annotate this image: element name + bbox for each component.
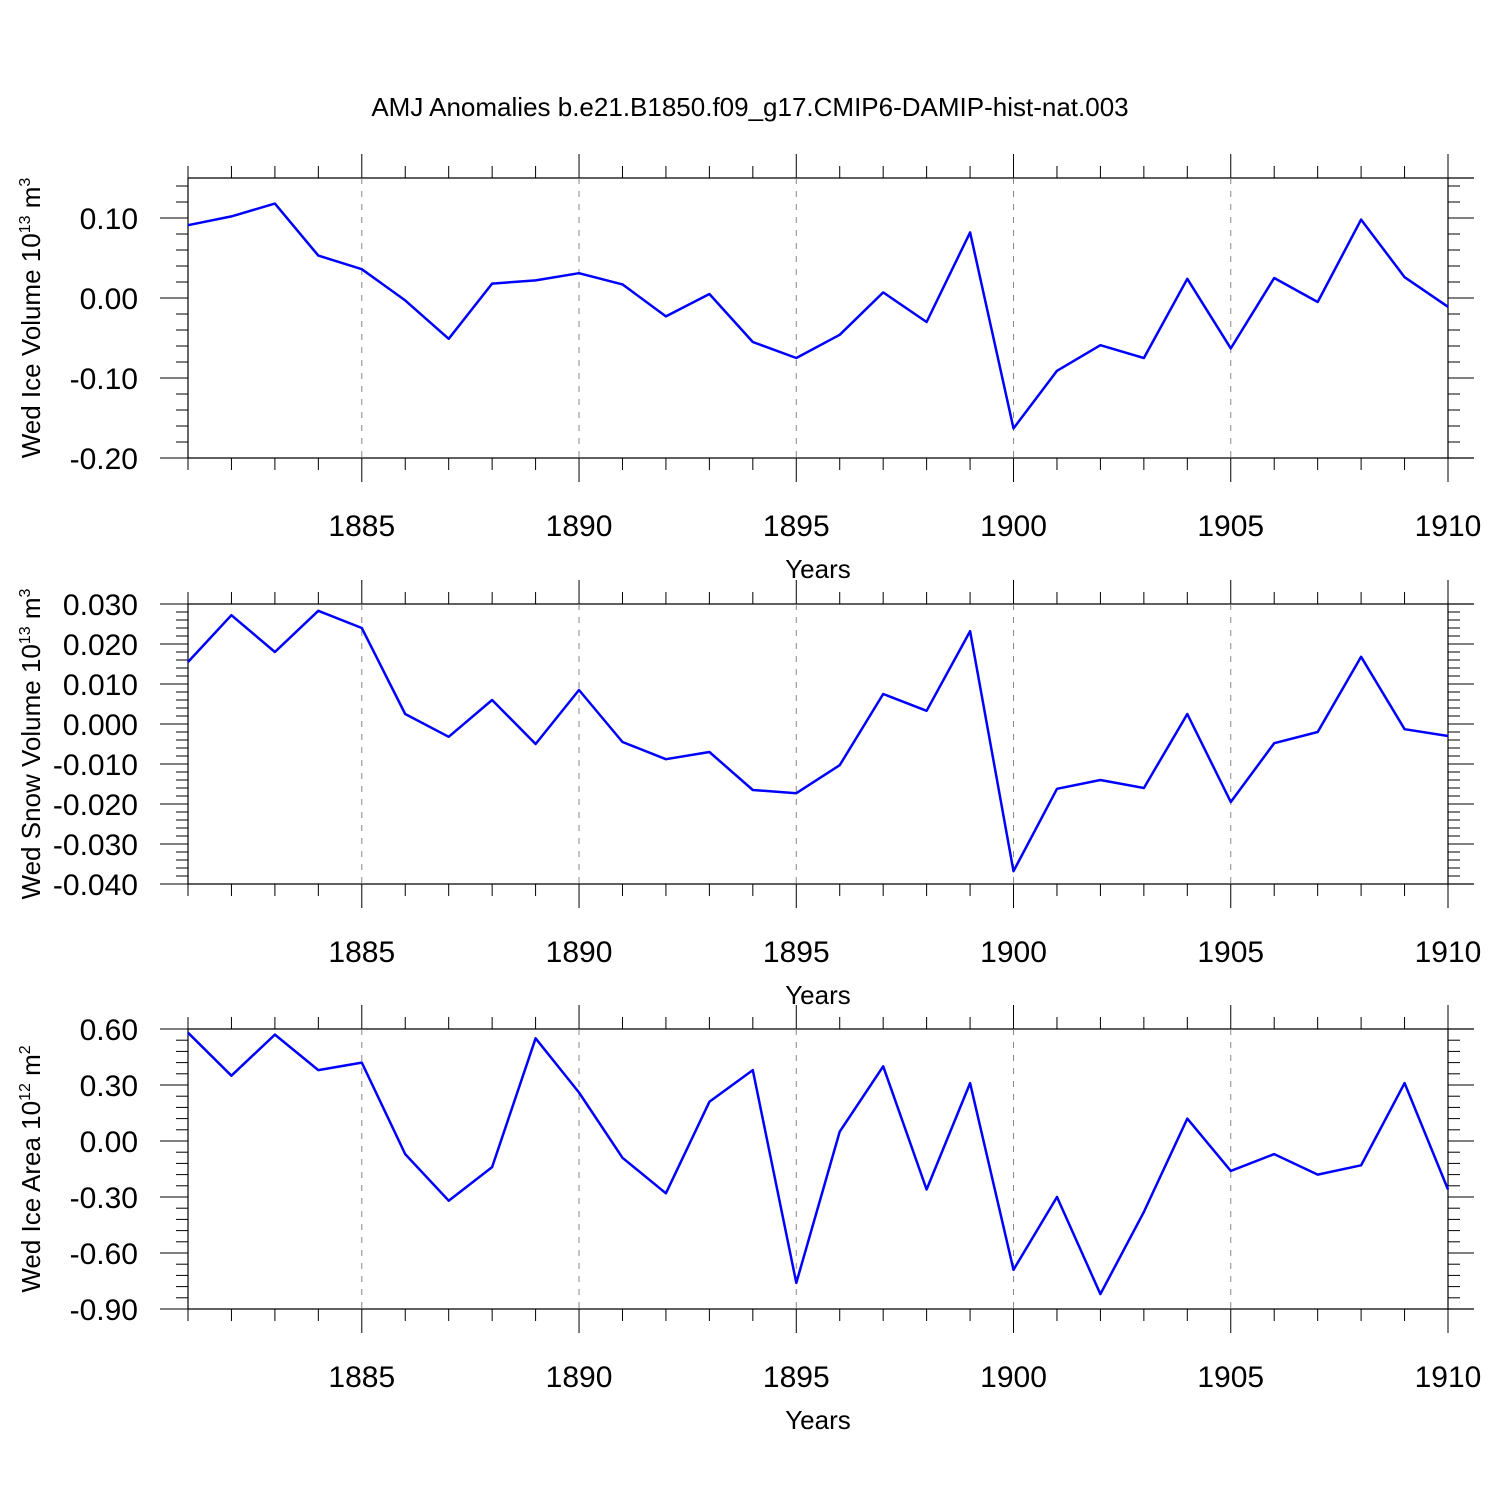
series-line [187, 609, 1449, 873]
y-tick-label: -0.90 [70, 1294, 138, 1327]
x-tick-label: 1885 [328, 1361, 395, 1394]
y-tick-label: -0.30 [70, 1182, 138, 1215]
x-tick-label: 1890 [546, 1361, 613, 1394]
series-line [187, 202, 1449, 430]
y-tick-label: 0.030 [63, 589, 138, 622]
x-tick-label: 1910 [1415, 510, 1482, 543]
x-tick-label: 1905 [1197, 936, 1264, 969]
y-axis-label: Wed Ice Area 1012 m2 [16, 1045, 46, 1292]
y-tick-label: 0.000 [63, 709, 138, 742]
x-tick-label: 1895 [763, 510, 830, 543]
y-tick-label: 0.10 [80, 203, 138, 236]
x-tick-label: 1910 [1415, 936, 1482, 969]
x-axis-label: Years [785, 554, 851, 584]
x-tick-label: 1900 [980, 510, 1047, 543]
x-tick-label: 1900 [980, 936, 1047, 969]
y-tick-label: -0.030 [53, 829, 138, 862]
y-tick-label: 0.30 [80, 1070, 138, 1103]
x-axis-label: Years [785, 1405, 851, 1435]
x-tick-label: 1890 [546, 936, 613, 969]
x-tick-label: 1885 [328, 510, 395, 543]
y-tick-label: -0.60 [70, 1238, 138, 1271]
x-axis-label: Years [785, 980, 851, 1010]
x-tick-label: 1895 [763, 936, 830, 969]
panel-3: -0.90 -0.60 -0.30 0.00 0.30 0.60 1885 1890 1895 1… [16, 1005, 1481, 1435]
y-tick-label: 0.00 [80, 283, 138, 316]
panel-2: -0.040 -0.030 -0.020 -0.010 0.000 0.010 0.020 0… [16, 580, 1481, 1010]
x-tick-label: 1885 [328, 936, 395, 969]
panel-1: -0.20 -0.10 0.00 0.10 1885 1890 1895 1900 1905 19… [16, 154, 1481, 584]
y-tick-label: 0.00 [80, 1126, 138, 1159]
series-line [187, 1031, 1450, 1296]
y-tick-label: -0.20 [70, 443, 138, 476]
y-tick-label: -0.040 [53, 869, 138, 902]
y-tick-label: -0.10 [70, 363, 138, 396]
chart-panels: -0.20 -0.10 0.00 0.10 1885 1890 1895 1900 1905 19… [16, 154, 1481, 1435]
chart-title: AMJ Anomalies b.e21.B1850.f09_g17.CMIP6-… [371, 92, 1128, 122]
x-tick-label: 1905 [1197, 1361, 1264, 1394]
y-axis-label: Wed Snow Volume 1013 m3 [16, 588, 46, 899]
y-tick-label: -0.020 [53, 789, 138, 822]
y-axis-label: Wed Ice Volume 1013 m3 [16, 178, 46, 459]
y-tick-label: 0.60 [80, 1014, 138, 1047]
x-tick-label: 1910 [1415, 1361, 1482, 1394]
x-tick-label: 1905 [1197, 510, 1264, 543]
y-tick-label: 0.020 [63, 629, 138, 662]
x-tick-label: 1890 [546, 510, 613, 543]
x-tick-label: 1895 [763, 1361, 830, 1394]
x-tick-label: 1900 [980, 1361, 1047, 1394]
y-tick-label: -0.010 [53, 749, 138, 782]
y-tick-label: 0.010 [63, 669, 138, 702]
